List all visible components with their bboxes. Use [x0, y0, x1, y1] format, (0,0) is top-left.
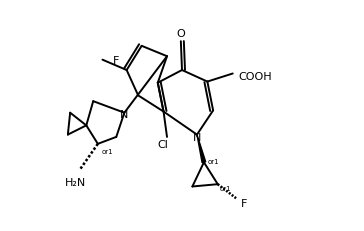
Text: COOH: COOH: [238, 71, 272, 82]
Text: Cl: Cl: [157, 139, 168, 149]
Text: or1: or1: [220, 185, 232, 191]
Text: O: O: [177, 29, 185, 39]
Text: N: N: [193, 132, 201, 142]
Text: or1: or1: [207, 158, 219, 164]
Text: F: F: [113, 55, 119, 65]
Text: N: N: [120, 109, 128, 119]
Text: H₂N: H₂N: [65, 177, 87, 187]
Polygon shape: [197, 135, 206, 163]
Text: F: F: [241, 198, 247, 208]
Text: or1: or1: [101, 148, 113, 154]
